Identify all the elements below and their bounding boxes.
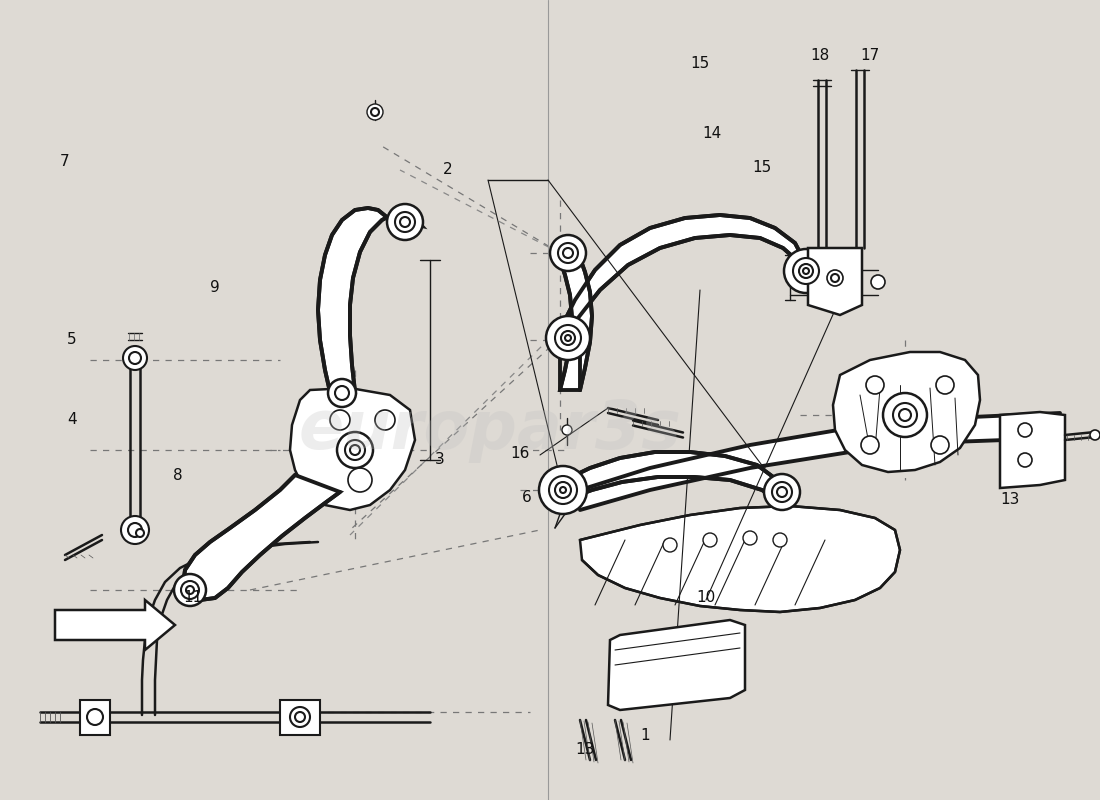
Circle shape [400, 217, 410, 227]
Circle shape [866, 376, 884, 394]
Circle shape [1018, 453, 1032, 467]
Polygon shape [565, 452, 784, 505]
Text: 2: 2 [443, 162, 453, 178]
Polygon shape [556, 248, 592, 390]
Text: europar3s: europar3s [298, 397, 681, 463]
Circle shape [550, 235, 586, 271]
Circle shape [1018, 423, 1032, 437]
Text: 10: 10 [696, 590, 716, 606]
Text: 15: 15 [691, 55, 710, 70]
Circle shape [560, 487, 566, 493]
Circle shape [123, 346, 147, 370]
Circle shape [345, 440, 365, 460]
Polygon shape [580, 506, 900, 612]
Circle shape [371, 108, 380, 116]
Circle shape [128, 523, 142, 537]
Circle shape [350, 445, 360, 455]
Circle shape [899, 409, 911, 421]
Text: 4: 4 [67, 413, 77, 427]
Text: 1: 1 [640, 727, 650, 742]
Polygon shape [808, 248, 862, 315]
Text: 15: 15 [752, 161, 771, 175]
Circle shape [936, 376, 954, 394]
Circle shape [295, 712, 305, 722]
Text: 8: 8 [173, 467, 183, 482]
Polygon shape [290, 388, 415, 510]
Circle shape [182, 581, 199, 599]
Circle shape [861, 436, 879, 454]
Polygon shape [1000, 412, 1065, 488]
Circle shape [562, 425, 572, 435]
Polygon shape [280, 700, 320, 735]
Text: 9: 9 [210, 281, 220, 295]
Circle shape [764, 474, 800, 510]
Circle shape [539, 466, 587, 514]
Circle shape [174, 574, 206, 606]
Circle shape [830, 274, 839, 282]
Circle shape [290, 707, 310, 727]
Text: 6: 6 [522, 490, 532, 506]
Circle shape [186, 586, 194, 594]
Circle shape [827, 270, 843, 286]
Circle shape [387, 204, 424, 240]
Polygon shape [80, 700, 110, 735]
Circle shape [803, 268, 808, 274]
Circle shape [561, 331, 575, 345]
Text: 17: 17 [860, 47, 880, 62]
Polygon shape [318, 208, 422, 392]
Circle shape [549, 476, 578, 504]
Circle shape [87, 709, 103, 725]
Circle shape [546, 316, 590, 360]
Polygon shape [608, 620, 745, 710]
Text: 13: 13 [575, 742, 595, 758]
Circle shape [565, 335, 571, 341]
Polygon shape [833, 352, 980, 472]
Circle shape [330, 410, 350, 430]
Circle shape [121, 516, 148, 544]
Text: 13: 13 [1000, 493, 1020, 507]
Circle shape [777, 487, 786, 497]
Text: 11: 11 [184, 590, 202, 606]
Circle shape [395, 212, 415, 232]
Circle shape [558, 243, 578, 263]
Text: 5: 5 [67, 333, 77, 347]
Circle shape [883, 393, 927, 437]
Circle shape [337, 432, 373, 468]
Polygon shape [560, 215, 808, 350]
Circle shape [742, 531, 757, 545]
Text: 7: 7 [60, 154, 69, 170]
Circle shape [931, 436, 949, 454]
Text: 3: 3 [436, 453, 444, 467]
Circle shape [799, 264, 813, 278]
Circle shape [871, 275, 886, 289]
Circle shape [893, 403, 917, 427]
Circle shape [663, 538, 676, 552]
Circle shape [348, 468, 372, 492]
Circle shape [136, 529, 144, 537]
Circle shape [772, 482, 792, 502]
Text: 18: 18 [811, 47, 829, 62]
Polygon shape [580, 413, 1060, 510]
Circle shape [703, 533, 717, 547]
Circle shape [556, 325, 581, 351]
Circle shape [563, 248, 573, 258]
Text: 16: 16 [510, 446, 530, 461]
Polygon shape [183, 475, 340, 600]
Circle shape [367, 104, 383, 120]
Circle shape [784, 249, 828, 293]
Circle shape [773, 533, 786, 547]
Text: 14: 14 [703, 126, 722, 141]
Circle shape [1090, 430, 1100, 440]
Circle shape [129, 352, 141, 364]
Circle shape [336, 386, 349, 400]
Circle shape [793, 258, 820, 284]
Polygon shape [55, 600, 175, 650]
Circle shape [556, 482, 571, 498]
Circle shape [328, 379, 356, 407]
Circle shape [375, 410, 395, 430]
